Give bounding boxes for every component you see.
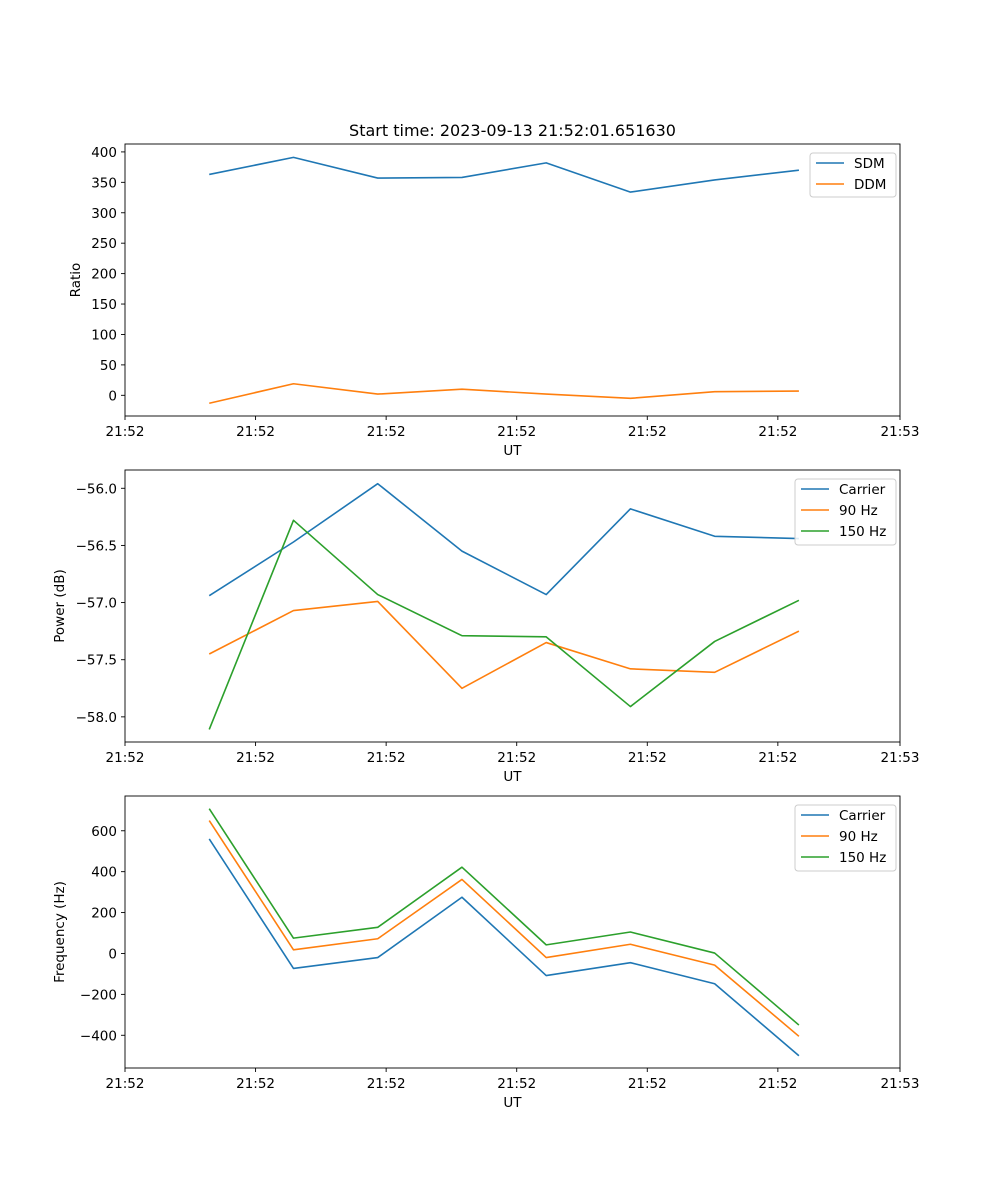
legend-box [794, 478, 897, 546]
y-axis-label: Frequency (Hz) [52, 881, 68, 983]
y-tick-label: 200 [91, 906, 117, 922]
x-tick-label: 21:52 [497, 1076, 536, 1092]
x-tick-label: 21:53 [881, 1076, 920, 1092]
y-tick-label: 350 [91, 175, 117, 191]
y-tick-label: 600 [91, 824, 117, 840]
chart-panel-3: 21:52 21:52 21:52 21:52 21:52 21:52 21:53 −400 −… [52, 795, 920, 1111]
series-line-90-hz [208, 820, 800, 1037]
legend-box [794, 804, 897, 872]
x-tick-label: 21:53 [881, 750, 920, 766]
y-tick-label: 0 [108, 946, 117, 962]
chart-panel-1: Start time: 2023-09-13 21:52:01.651630 21… [68, 121, 919, 459]
y-tick-label: −57.5 [76, 653, 117, 669]
x-tick-label: 21:52 [628, 1076, 667, 1092]
legend-label-90-hz: 90 Hz [839, 503, 878, 519]
y-tick-label: 150 [91, 297, 117, 313]
y-tick-label: 300 [91, 206, 117, 222]
y-tick-label: 100 [91, 327, 117, 343]
series-line-sdm [209, 156, 800, 193]
y-axis-label: Ratio [68, 263, 84, 298]
x-tick-label: 21:52 [367, 424, 406, 440]
legend-label-150-hz: 150 Hz [839, 850, 886, 866]
series-line-ddm [209, 382, 799, 404]
y-tick-label: 400 [91, 145, 117, 161]
x-tick-label: 21:53 [881, 424, 920, 440]
axes-frame [124, 143, 901, 417]
y-axis-label: Power (dB) [52, 569, 68, 642]
y-tick-label: −56.0 [76, 481, 117, 497]
legend-label-90-hz: 90 Hz [839, 829, 878, 845]
axes-frame [124, 795, 901, 1069]
legend-label-sdm: SDM [854, 156, 885, 172]
x-tick-label: 21:52 [758, 750, 797, 766]
chart-panel-2: 21:52 21:52 21:52 21:52 21:52 21:52 21:53 −58.0… [52, 469, 920, 785]
x-axis-label: UT [503, 443, 522, 459]
series-line-carrier [208, 838, 800, 1057]
y-tick-label: −200 [80, 987, 117, 1003]
series-line-90-hz [208, 600, 800, 690]
y-tick-label: 200 [91, 267, 117, 283]
axes-frame [124, 469, 901, 743]
legend: Carrier 90 Hz 150 Hz [794, 478, 897, 546]
legend-label-150-hz: 150 Hz [839, 524, 886, 540]
x-tick-label: 21:52 [106, 1076, 145, 1092]
x-tick-label: 21:52 [236, 750, 275, 766]
y-tick-label: −57.0 [76, 596, 117, 612]
x-tick-label: 21:52 [497, 424, 536, 440]
y-tick-label: −400 [80, 1028, 117, 1044]
x-tick-label: 21:52 [758, 424, 797, 440]
legend-label-carrier: Carrier [839, 808, 886, 824]
x-tick-label: 21:52 [236, 1076, 275, 1092]
y-tick-label: 400 [91, 865, 117, 881]
x-tick-label: 21:52 [106, 424, 145, 440]
legend: SDM DDM [809, 152, 897, 198]
y-tick-label: 50 [100, 358, 117, 374]
x-axis-label: UT [503, 1095, 522, 1111]
x-tick-label: 21:52 [758, 1076, 797, 1092]
y-tick-label: 250 [91, 236, 117, 252]
y-tick-label: −58.0 [76, 710, 117, 726]
chart-title: Start time: 2023-09-13 21:52:01.651630 [349, 121, 676, 140]
y-tick-label: −56.5 [76, 538, 117, 554]
legend-label-carrier: Carrier [839, 482, 886, 498]
x-axis-label: UT [503, 769, 522, 785]
y-tick-label: 0 [108, 388, 117, 404]
legend-label-ddm: DDM [854, 177, 886, 193]
legend-box [809, 152, 897, 198]
x-tick-label: 21:52 [367, 1076, 406, 1092]
x-tick-label: 21:52 [628, 750, 667, 766]
series-line-150-hz [208, 519, 800, 730]
series-line-150-hz [208, 808, 800, 1026]
x-tick-label: 21:52 [106, 750, 145, 766]
x-tick-label: 21:52 [236, 424, 275, 440]
x-tick-label: 21:52 [628, 424, 667, 440]
x-tick-label: 21:52 [367, 750, 406, 766]
legend: Carrier 90 Hz 150 Hz [794, 804, 897, 872]
series-line-carrier [208, 482, 799, 597]
x-tick-label: 21:52 [497, 750, 536, 766]
